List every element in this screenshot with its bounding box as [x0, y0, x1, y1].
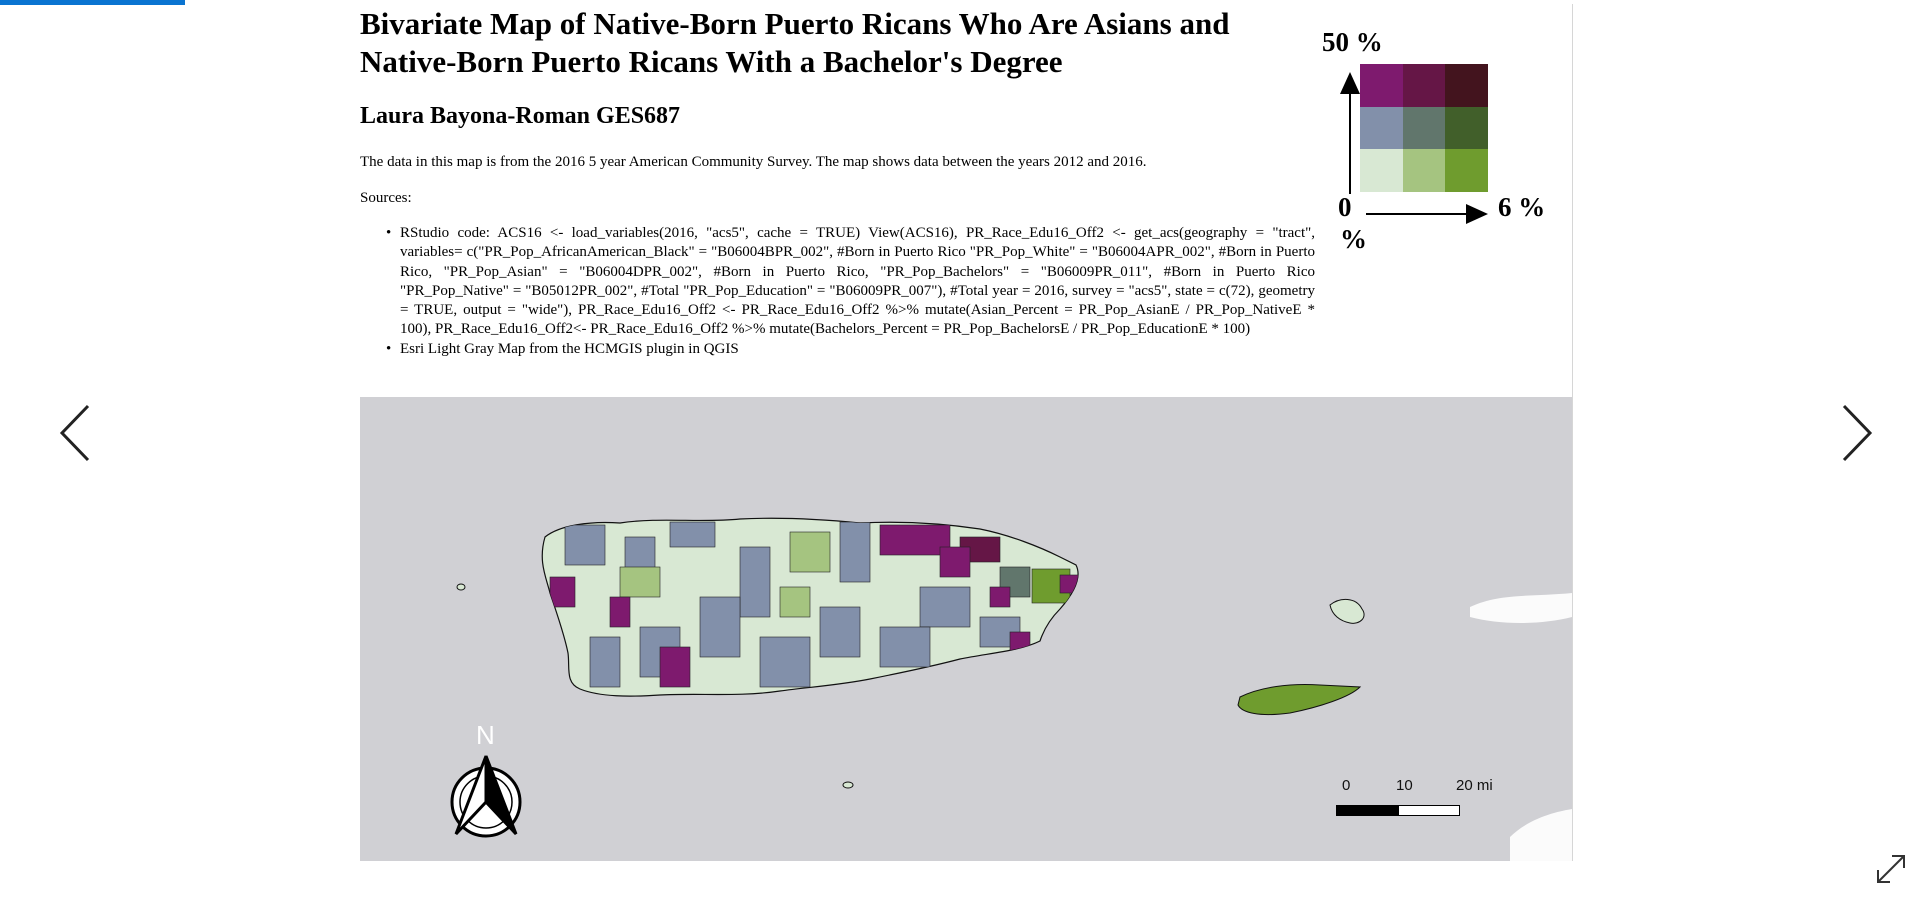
legend-cell-1-2 — [1445, 106, 1488, 150]
bivariate-legend: 50 % 0 6 % % — [1320, 24, 1570, 264]
source-item-esri: Esri Light Gray Map from the HCMGIS plug… — [386, 340, 1315, 360]
slide-title: Bivariate Map of Native-Born Puerto Rica… — [360, 6, 1230, 79]
legend-origin-label: 0 — [1338, 192, 1352, 222]
next-slide-button[interactable] — [1836, 400, 1876, 466]
legend-cell-1-1 — [1402, 106, 1446, 150]
legend-y-max-label: 50 % — [1322, 27, 1383, 57]
island-vieques — [1237, 684, 1362, 716]
scale-bar-segment-dark — [1336, 805, 1400, 816]
basemap-virgin-islands — [1470, 593, 1572, 623]
fullscreen-button[interactable] — [1874, 852, 1908, 886]
slide-description: The data in this map is from the 2016 5 … — [360, 154, 1147, 170]
legend-cell-0-2 — [1445, 64, 1488, 107]
previous-slide-button[interactable] — [56, 400, 96, 466]
scale-label-0: 0 — [1342, 777, 1351, 794]
legend-cell-2-0 — [1360, 149, 1403, 192]
legend-origin-unit: % — [1340, 224, 1367, 254]
sources-list: RStudio code: ACS16 <- load_variables(20… — [386, 224, 1315, 360]
slide: Bivariate Map of Native-Born Puerto Rica… — [360, 4, 1573, 861]
north-arrow: N — [446, 720, 526, 840]
slide-author: Laura Bayona-Roman GES687 — [360, 103, 681, 129]
puerto-rico-map — [456, 517, 1572, 861]
island-caja-de-muertos — [842, 781, 854, 789]
north-label: N — [476, 720, 495, 750]
chevron-left-icon — [59, 404, 90, 462]
legend-cell-1-0 — [1360, 106, 1403, 150]
scale-bar: 0 10 20 mi — [1336, 777, 1506, 837]
scale-label-20: 20 mi — [1456, 777, 1493, 794]
slide-progress-bar — [0, 0, 185, 5]
legend-cell-0-0 — [1360, 64, 1403, 107]
basemap-land-corner — [1510, 809, 1572, 861]
legend-cell-2-2 — [1445, 149, 1488, 192]
sources-label: Sources: — [360, 190, 412, 206]
legend-x-max-label: 6 % — [1498, 192, 1546, 222]
expand-icon — [1877, 855, 1905, 883]
legend-cell-0-1 — [1402, 64, 1446, 107]
legend-axes — [1340, 72, 1488, 224]
legend-x-arrowhead — [1466, 204, 1488, 224]
source-item-rstudio: RStudio code: ACS16 <- load_variables(20… — [386, 224, 1315, 340]
island-culebra — [1329, 599, 1365, 624]
map-panel[interactable]: N 0 10 20 mi — [360, 397, 1572, 861]
legend-cell-2-1 — [1402, 149, 1446, 192]
legend-color-grid — [1360, 64, 1488, 192]
legend-y-arrowhead — [1340, 72, 1360, 94]
north-arrow-icon — [450, 755, 522, 838]
scale-bar-segment-light — [1398, 805, 1460, 816]
scale-label-10: 10 — [1396, 777, 1413, 794]
chevron-right-icon — [1842, 404, 1873, 462]
island-desecheo — [456, 583, 466, 591]
